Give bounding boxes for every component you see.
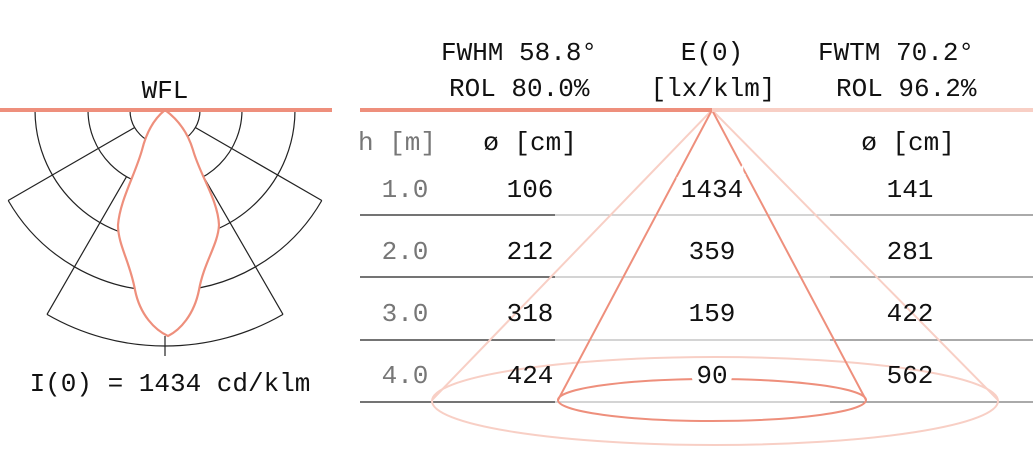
polar-radial (202, 176, 284, 315)
rol-fwhm-label: ROL 80.0% (449, 74, 590, 104)
cell-diam-fwtm: 562 (887, 361, 934, 391)
table-row: 3.0 318 159 422 (382, 293, 934, 335)
cell-height: 1.0 (382, 175, 429, 205)
intensity-curve (116, 108, 221, 338)
cell-height: 3.0 (382, 299, 429, 329)
luminaire-title: WFL (142, 76, 189, 106)
table-row: 2.0 212 359 281 (382, 231, 934, 273)
row-dividers (360, 214, 1033, 403)
fwtm-cone (431, 109, 999, 446)
cell-illuminance: 90 (696, 361, 727, 391)
polar-radial (46, 176, 128, 315)
cell-diam-fwtm: 422 (887, 299, 934, 329)
intensity-label: I(0) = 1434 cd/klm (30, 369, 311, 399)
table-row: 4.0 424 90 562 (382, 355, 934, 397)
col-height: h [m] (358, 128, 436, 158)
cell-illuminance: 159 (689, 299, 736, 329)
cell-diam-fwhm: 318 (507, 299, 554, 329)
rol-fwtm-label: ROL 96.2% (836, 74, 977, 104)
cell-illuminance: 1434 (681, 175, 743, 205)
cell-diam-fwhm: 424 (507, 361, 554, 391)
cell-diam-fwhm: 106 (507, 175, 554, 205)
cell-diam-fwtm: 281 (887, 237, 934, 267)
cell-height: 2.0 (382, 237, 429, 267)
col-diam-fwhm: ø [cm] (483, 128, 577, 158)
table-row: 1.0 106 1434 141 (382, 169, 934, 211)
cell-illuminance: 359 (689, 237, 736, 267)
cell-diam-fwhm: 212 (507, 237, 554, 267)
polar-radial (195, 126, 323, 202)
cell-height: 4.0 (382, 361, 429, 391)
fwhm-label: FWHM 58.8° (441, 38, 597, 68)
polar-radial (7, 126, 135, 202)
cell-diam-fwtm: 141 (887, 175, 934, 205)
col-diam-fwtm: ø [cm] (861, 128, 955, 158)
fwhm-cone (557, 109, 867, 422)
e0-unit: [lx/klm] (651, 74, 776, 104)
fwtm-label: FWTM 70.2° (818, 38, 974, 68)
e0-label: E(0) (681, 38, 743, 68)
